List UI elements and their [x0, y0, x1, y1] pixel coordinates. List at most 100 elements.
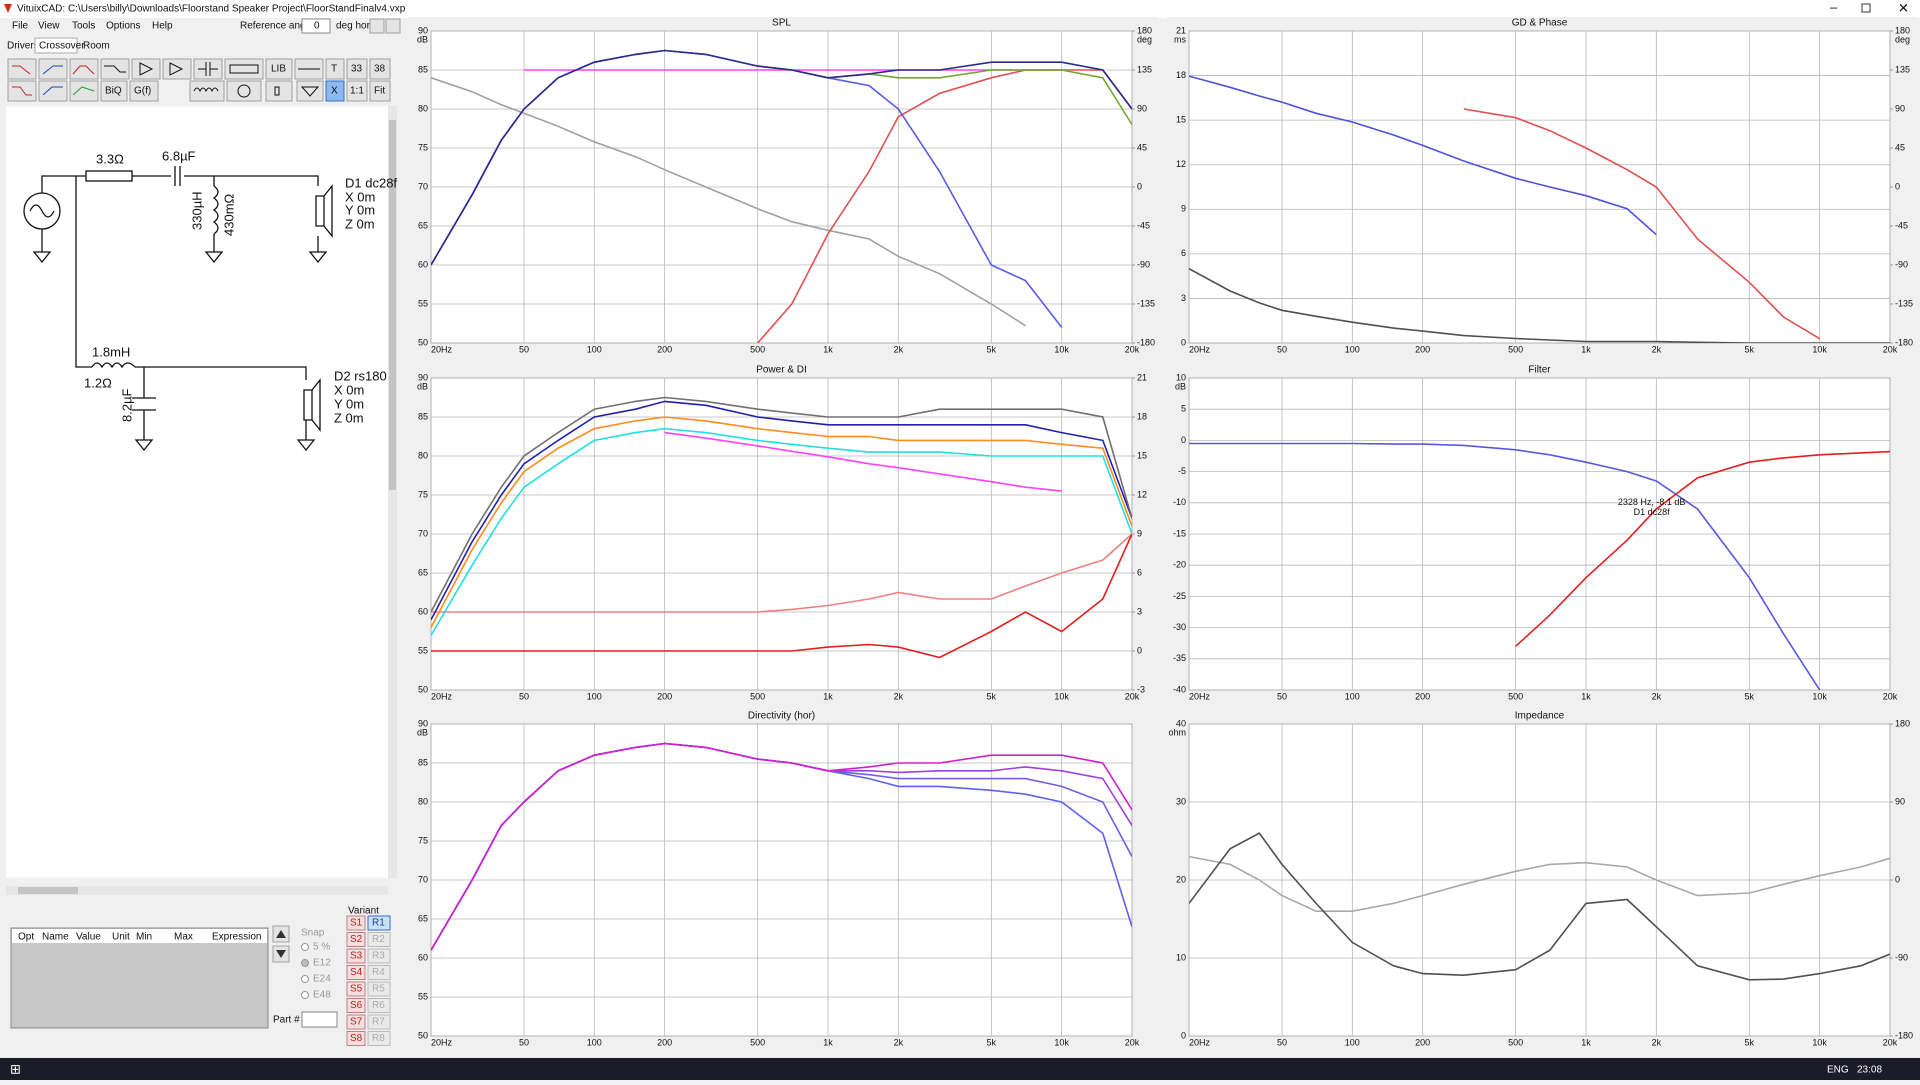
capacitor — [132, 397, 156, 411]
tab-active[interactable] — [34, 37, 78, 54]
series-line — [1189, 442, 1821, 690]
menu-item[interactable]: Help — [152, 21, 173, 32]
reference-angle-input[interactable] — [301, 18, 331, 34]
close[interactable]: ✕ — [1898, 0, 1909, 15]
tab[interactable]: Drivers — [7, 41, 39, 52]
tool-button[interactable] — [7, 58, 37, 80]
y2-tick-label: -135 — [1895, 298, 1913, 308]
scroll-thumb[interactable] — [389, 120, 396, 490]
chart-title: GD & Phase — [1512, 18, 1568, 29]
variant-s: S4 — [350, 967, 363, 978]
tool-button[interactable] — [38, 80, 68, 102]
tool-button[interactable] — [325, 58, 345, 80]
variant-label: Variant — [348, 906, 379, 917]
x-tick-label: 200 — [1415, 1037, 1430, 1047]
y-tick-label: 55 — [418, 298, 428, 308]
tool-button[interactable] — [265, 58, 293, 80]
variant-button[interactable] — [367, 1031, 391, 1046]
chart-title: Filter — [1528, 365, 1551, 376]
series-line — [1189, 832, 1890, 981]
tool-button[interactable] — [224, 58, 264, 80]
start-button[interactable]: ⊞ — [10, 1061, 21, 1076]
y-tick-label: 20 — [1176, 874, 1186, 884]
variant-button[interactable] — [367, 948, 391, 964]
variant-button[interactable] — [367, 932, 391, 947]
tool-button[interactable] — [38, 58, 68, 80]
variant-button[interactable] — [346, 998, 366, 1013]
snap-option: E24 — [313, 974, 331, 985]
radio[interactable] — [301, 943, 309, 951]
tool-button[interactable] — [296, 80, 324, 102]
tool-button[interactable] — [69, 80, 99, 102]
variant-button[interactable] — [367, 998, 391, 1013]
part-input[interactable] — [301, 1011, 338, 1028]
y-tick-label: 55 — [418, 991, 428, 1001]
tool-button[interactable] — [346, 80, 368, 102]
x-tick-label: 20Hz — [431, 1037, 453, 1047]
variant-button[interactable] — [367, 915, 391, 931]
variant-button[interactable] — [346, 932, 366, 947]
variant-button[interactable] — [367, 1014, 391, 1030]
driver-label: X 0m — [345, 189, 375, 204]
variant-button[interactable] — [367, 981, 391, 997]
column-header: Expression — [212, 932, 261, 943]
tool-button[interactable] — [100, 58, 130, 80]
tool-button[interactable] — [346, 58, 368, 80]
chart-title: SPL — [772, 18, 791, 29]
tool-button[interactable] — [100, 80, 128, 102]
maximize[interactable] — [1861, 3, 1871, 13]
variant-button[interactable] — [346, 1014, 366, 1030]
menu-item[interactable]: Tools — [72, 21, 95, 32]
tool-button[interactable] — [69, 58, 99, 80]
tool-button[interactable] — [325, 80, 345, 102]
radio[interactable] — [301, 975, 309, 983]
tool-button[interactable] — [189, 80, 225, 102]
icon — [300, 86, 320, 97]
tool-button[interactable] — [131, 58, 161, 80]
radio[interactable] — [301, 991, 309, 999]
scrollbar[interactable] — [388, 106, 397, 878]
y-tick-label: 21 — [1176, 25, 1186, 35]
tool-label: G(f) — [134, 86, 151, 97]
icon — [42, 65, 63, 75]
y-tick-label: 9 — [1181, 204, 1186, 214]
driver-label: Y 0m — [345, 202, 375, 217]
tab[interactable]: Room — [83, 41, 110, 52]
tool-button[interactable] — [193, 58, 223, 80]
variant-button[interactable] — [346, 965, 366, 980]
variant-button[interactable] — [346, 915, 366, 931]
tool-button[interactable] — [226, 80, 262, 102]
menu-item[interactable]: File — [12, 21, 29, 32]
menu-item[interactable]: View — [38, 21, 60, 32]
annotation: 2328 Hz, -8.1 dB — [1618, 497, 1686, 507]
x-tick-label: 1k — [823, 1037, 833, 1047]
variant-s: S7 — [350, 1017, 363, 1028]
x-tick-label: 2k — [1652, 691, 1662, 701]
radio[interactable] — [301, 959, 309, 967]
icon — [276, 930, 286, 938]
tool-button[interactable] — [369, 80, 391, 102]
variant-button[interactable] — [346, 1031, 366, 1046]
y-tick-label: 5 — [1181, 404, 1186, 414]
lock-button[interactable] — [385, 18, 401, 34]
variant-button[interactable] — [367, 965, 391, 980]
x-tick-label: 50 — [1277, 344, 1287, 354]
tab[interactable]: Crossover — [39, 41, 85, 52]
variant-button[interactable] — [346, 981, 366, 997]
y-unit: dB — [1175, 381, 1186, 391]
spin-button[interactable] — [369, 18, 385, 34]
ground — [32, 251, 328, 452]
scroll-thumb[interactable] — [18, 887, 78, 894]
table — [10, 927, 269, 1029]
tool-button[interactable] — [369, 58, 391, 80]
menu-item[interactable]: Options — [106, 21, 140, 32]
tool-button[interactable] — [129, 80, 159, 102]
tool-button[interactable] — [7, 80, 37, 102]
scrollbar[interactable] — [6, 886, 388, 895]
minimize[interactable]: – — [1830, 0, 1838, 14]
variant-button[interactable] — [346, 948, 366, 964]
tool-button[interactable] — [162, 58, 192, 80]
x-tick-label: 50 — [519, 344, 529, 354]
